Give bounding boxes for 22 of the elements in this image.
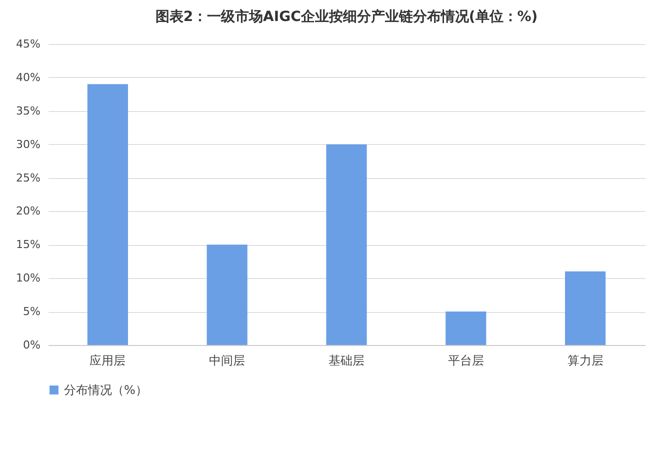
y-tick-label: 30%: [16, 138, 40, 151]
y-tick-label: 25%: [16, 171, 40, 184]
y-tick-label: 15%: [16, 238, 40, 252]
x-tick-label: 中间层: [209, 354, 246, 368]
bar: [446, 312, 486, 345]
y-tick-label: 20%: [16, 204, 40, 218]
x-tick-label: 平台层: [448, 354, 484, 368]
legend-label: 分布情况（%）: [64, 383, 148, 397]
y-tick-label: 40%: [16, 70, 40, 84]
bar: [326, 144, 367, 345]
y-tick-label: 0%: [23, 338, 40, 352]
x-tick-label: 算力层: [567, 354, 604, 368]
y-tick-label: 10%: [16, 272, 40, 285]
x-tick-label: 基础层: [328, 354, 364, 368]
y-tick-label: 45%: [16, 38, 40, 50]
bar: [565, 271, 606, 345]
bar: [206, 244, 248, 345]
x-tick-label: 应用层: [90, 354, 126, 368]
chart-title: 图表2：一级市场AIGC企业按细分产业链分布情况(单位：%): [155, 8, 538, 25]
y-tick-label: 5%: [23, 305, 40, 318]
bar: [87, 84, 128, 345]
y-tick-label: 35%: [16, 104, 40, 118]
